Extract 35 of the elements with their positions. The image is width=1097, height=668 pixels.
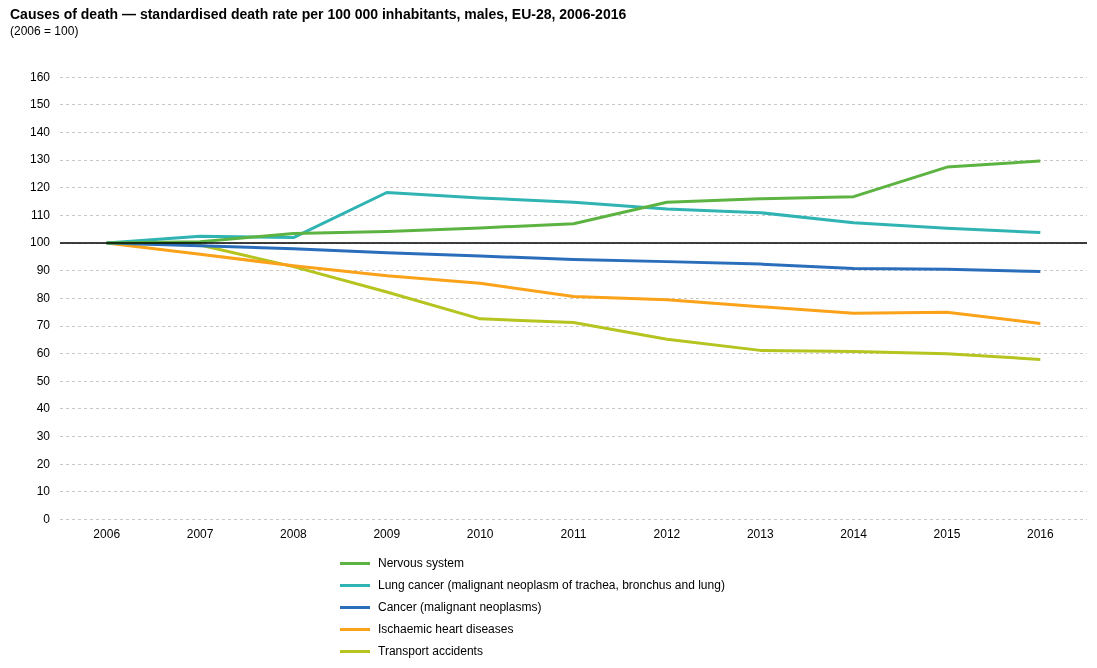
legend-label: Nervous system (378, 556, 465, 570)
y-tick-label: 80 (36, 290, 51, 305)
x-tick-label: 2006 (93, 527, 121, 542)
x-tick-label: 2009 (373, 527, 401, 542)
legend-label: Cancer (malignant neoplasms) (378, 600, 542, 614)
x-tick-label: 2012 (653, 527, 681, 542)
y-tick-label: 50 (36, 373, 51, 388)
y-tick-label: 30 (36, 428, 51, 443)
x-tick-label: 2008 (280, 527, 308, 542)
y-tick-label: 10 (36, 484, 51, 499)
y-tick-label: 130 (29, 152, 51, 167)
legend-label: Ischaemic heart diseases (378, 622, 514, 636)
chart-subtitle: (2006 = 100) (10, 24, 79, 38)
legend-label: Lung cancer (malignant neoplasm of trachea, bronchus and lung) (378, 578, 725, 592)
y-tick-label: 60 (36, 346, 51, 361)
y-tick-label: 90 (36, 263, 51, 278)
y-tick-label: 120 (29, 180, 51, 195)
legend-label: Transport accidents (378, 644, 483, 658)
y-tick-label: 140 (29, 124, 51, 139)
x-tick-label: 2014 (840, 527, 868, 542)
x-tick-label: 2015 (933, 527, 961, 542)
y-tick-label: 70 (36, 318, 51, 333)
x-tick-label: 2007 (186, 527, 214, 542)
y-tick-label: 0 (43, 511, 51, 526)
x-tick-label: 2010 (466, 527, 494, 542)
y-tick-label: 20 (36, 456, 51, 471)
y-tick-label: 110 (30, 207, 51, 222)
x-tick-label: 2011 (560, 527, 587, 542)
y-tick-label: 150 (29, 97, 51, 112)
x-tick-label: 2013 (746, 527, 774, 542)
x-tick-label: 2016 (1026, 527, 1054, 542)
chart-title: Causes of death — standardised death rate per 100 000 inhabitants, males, EU-28, 2006-2016 (10, 6, 627, 22)
y-tick-label: 160 (29, 69, 51, 84)
y-tick-label: 40 (36, 401, 51, 416)
y-tick-label: 100 (29, 235, 51, 250)
